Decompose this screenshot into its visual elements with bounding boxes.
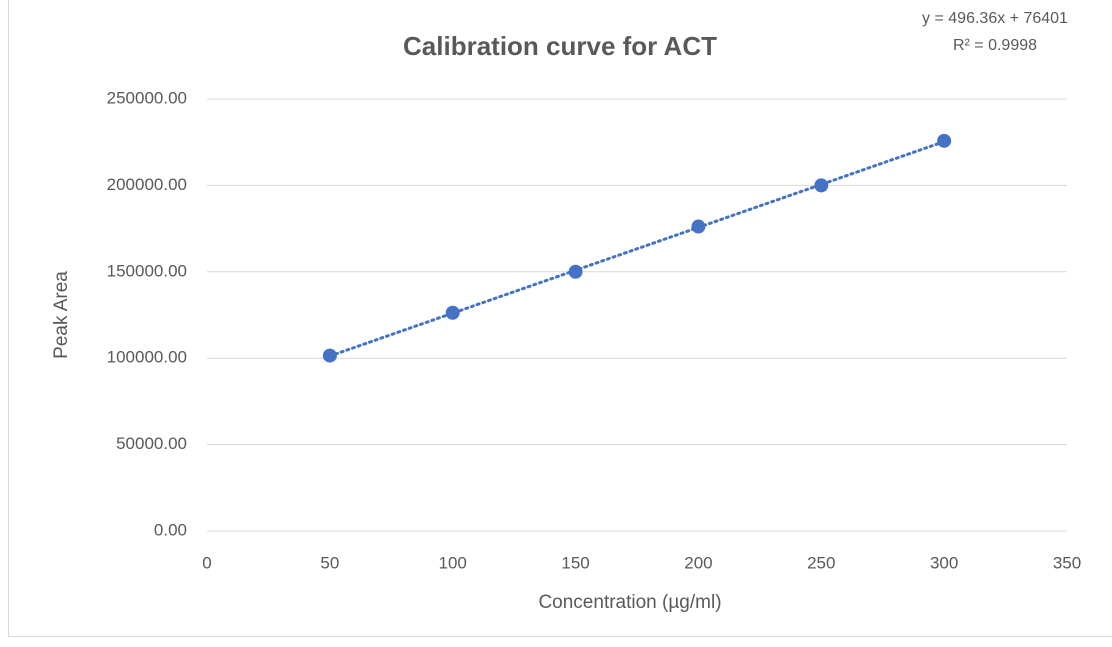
- x-tick-label: 50: [320, 553, 339, 572]
- x-tick-label: 300: [930, 553, 958, 572]
- x-tick-label: 100: [439, 553, 467, 572]
- x-tick-label: 150: [561, 553, 589, 572]
- y-tick-label: 150000.00: [107, 261, 187, 280]
- chart-border: [8, 0, 1112, 637]
- data-point: [691, 219, 706, 234]
- y-axis-title: Peak Area: [51, 271, 72, 359]
- trendline-equation: y = 496.36x + 76401: [922, 10, 1068, 27]
- y-tick-label: 100000.00: [107, 348, 187, 367]
- trendline: [328, 140, 946, 358]
- x-axis-title: Concentration (µg/ml): [538, 592, 721, 613]
- data-point: [814, 178, 829, 193]
- x-tick-label: 250: [807, 553, 835, 572]
- data-point: [568, 264, 583, 279]
- y-tick-label: 50000.00: [116, 434, 187, 453]
- chart-title: Calibration curve for ACT: [403, 31, 717, 61]
- data-point: [322, 348, 337, 363]
- x-tick-label: 200: [684, 553, 712, 572]
- data-point: [445, 305, 460, 320]
- r-squared: R² = 0.9998: [953, 37, 1037, 54]
- data-point: [937, 133, 952, 148]
- x-tick-label: 350: [1053, 553, 1081, 572]
- y-tick-label: 0.00: [154, 520, 187, 539]
- x-tick-label: 0: [202, 553, 211, 572]
- y-tick-label: 200000.00: [107, 175, 187, 194]
- y-tick-label: 250000.00: [107, 88, 187, 107]
